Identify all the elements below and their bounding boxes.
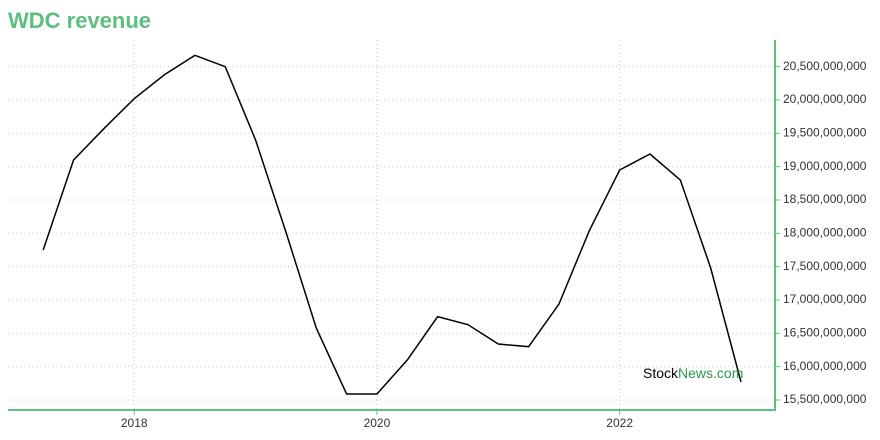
x-tick-label: 2020	[364, 416, 391, 430]
x-tick-label: 2018	[121, 416, 148, 430]
watermark: StockNews.com	[643, 365, 743, 381]
line-series	[42, 54, 742, 395]
y-tick-label: 18,000,000,000	[783, 226, 867, 240]
y-tick-label: 19,000,000,000	[783, 159, 867, 173]
x-tick-label: 2022	[606, 416, 633, 430]
watermark-news: News.com	[678, 365, 743, 381]
y-tick-label: 16,500,000,000	[783, 326, 867, 340]
y-tick-label: 19,500,000,000	[783, 126, 867, 140]
y-tick-label: 20,000,000,000	[783, 92, 867, 106]
y-tick-label: 16,000,000,000	[783, 359, 867, 373]
y-tick-label: 18,500,000,000	[783, 192, 867, 206]
watermark-stock: Stock	[643, 365, 679, 381]
y-tick-label: 20,500,000,000	[783, 59, 867, 73]
chart-title: WDC revenue	[8, 8, 151, 33]
y-tick-label: 17,500,000,000	[783, 259, 867, 273]
y-tick-label: 15,500,000,000	[783, 392, 867, 406]
y-tick-label: 17,000,000,000	[783, 292, 867, 306]
